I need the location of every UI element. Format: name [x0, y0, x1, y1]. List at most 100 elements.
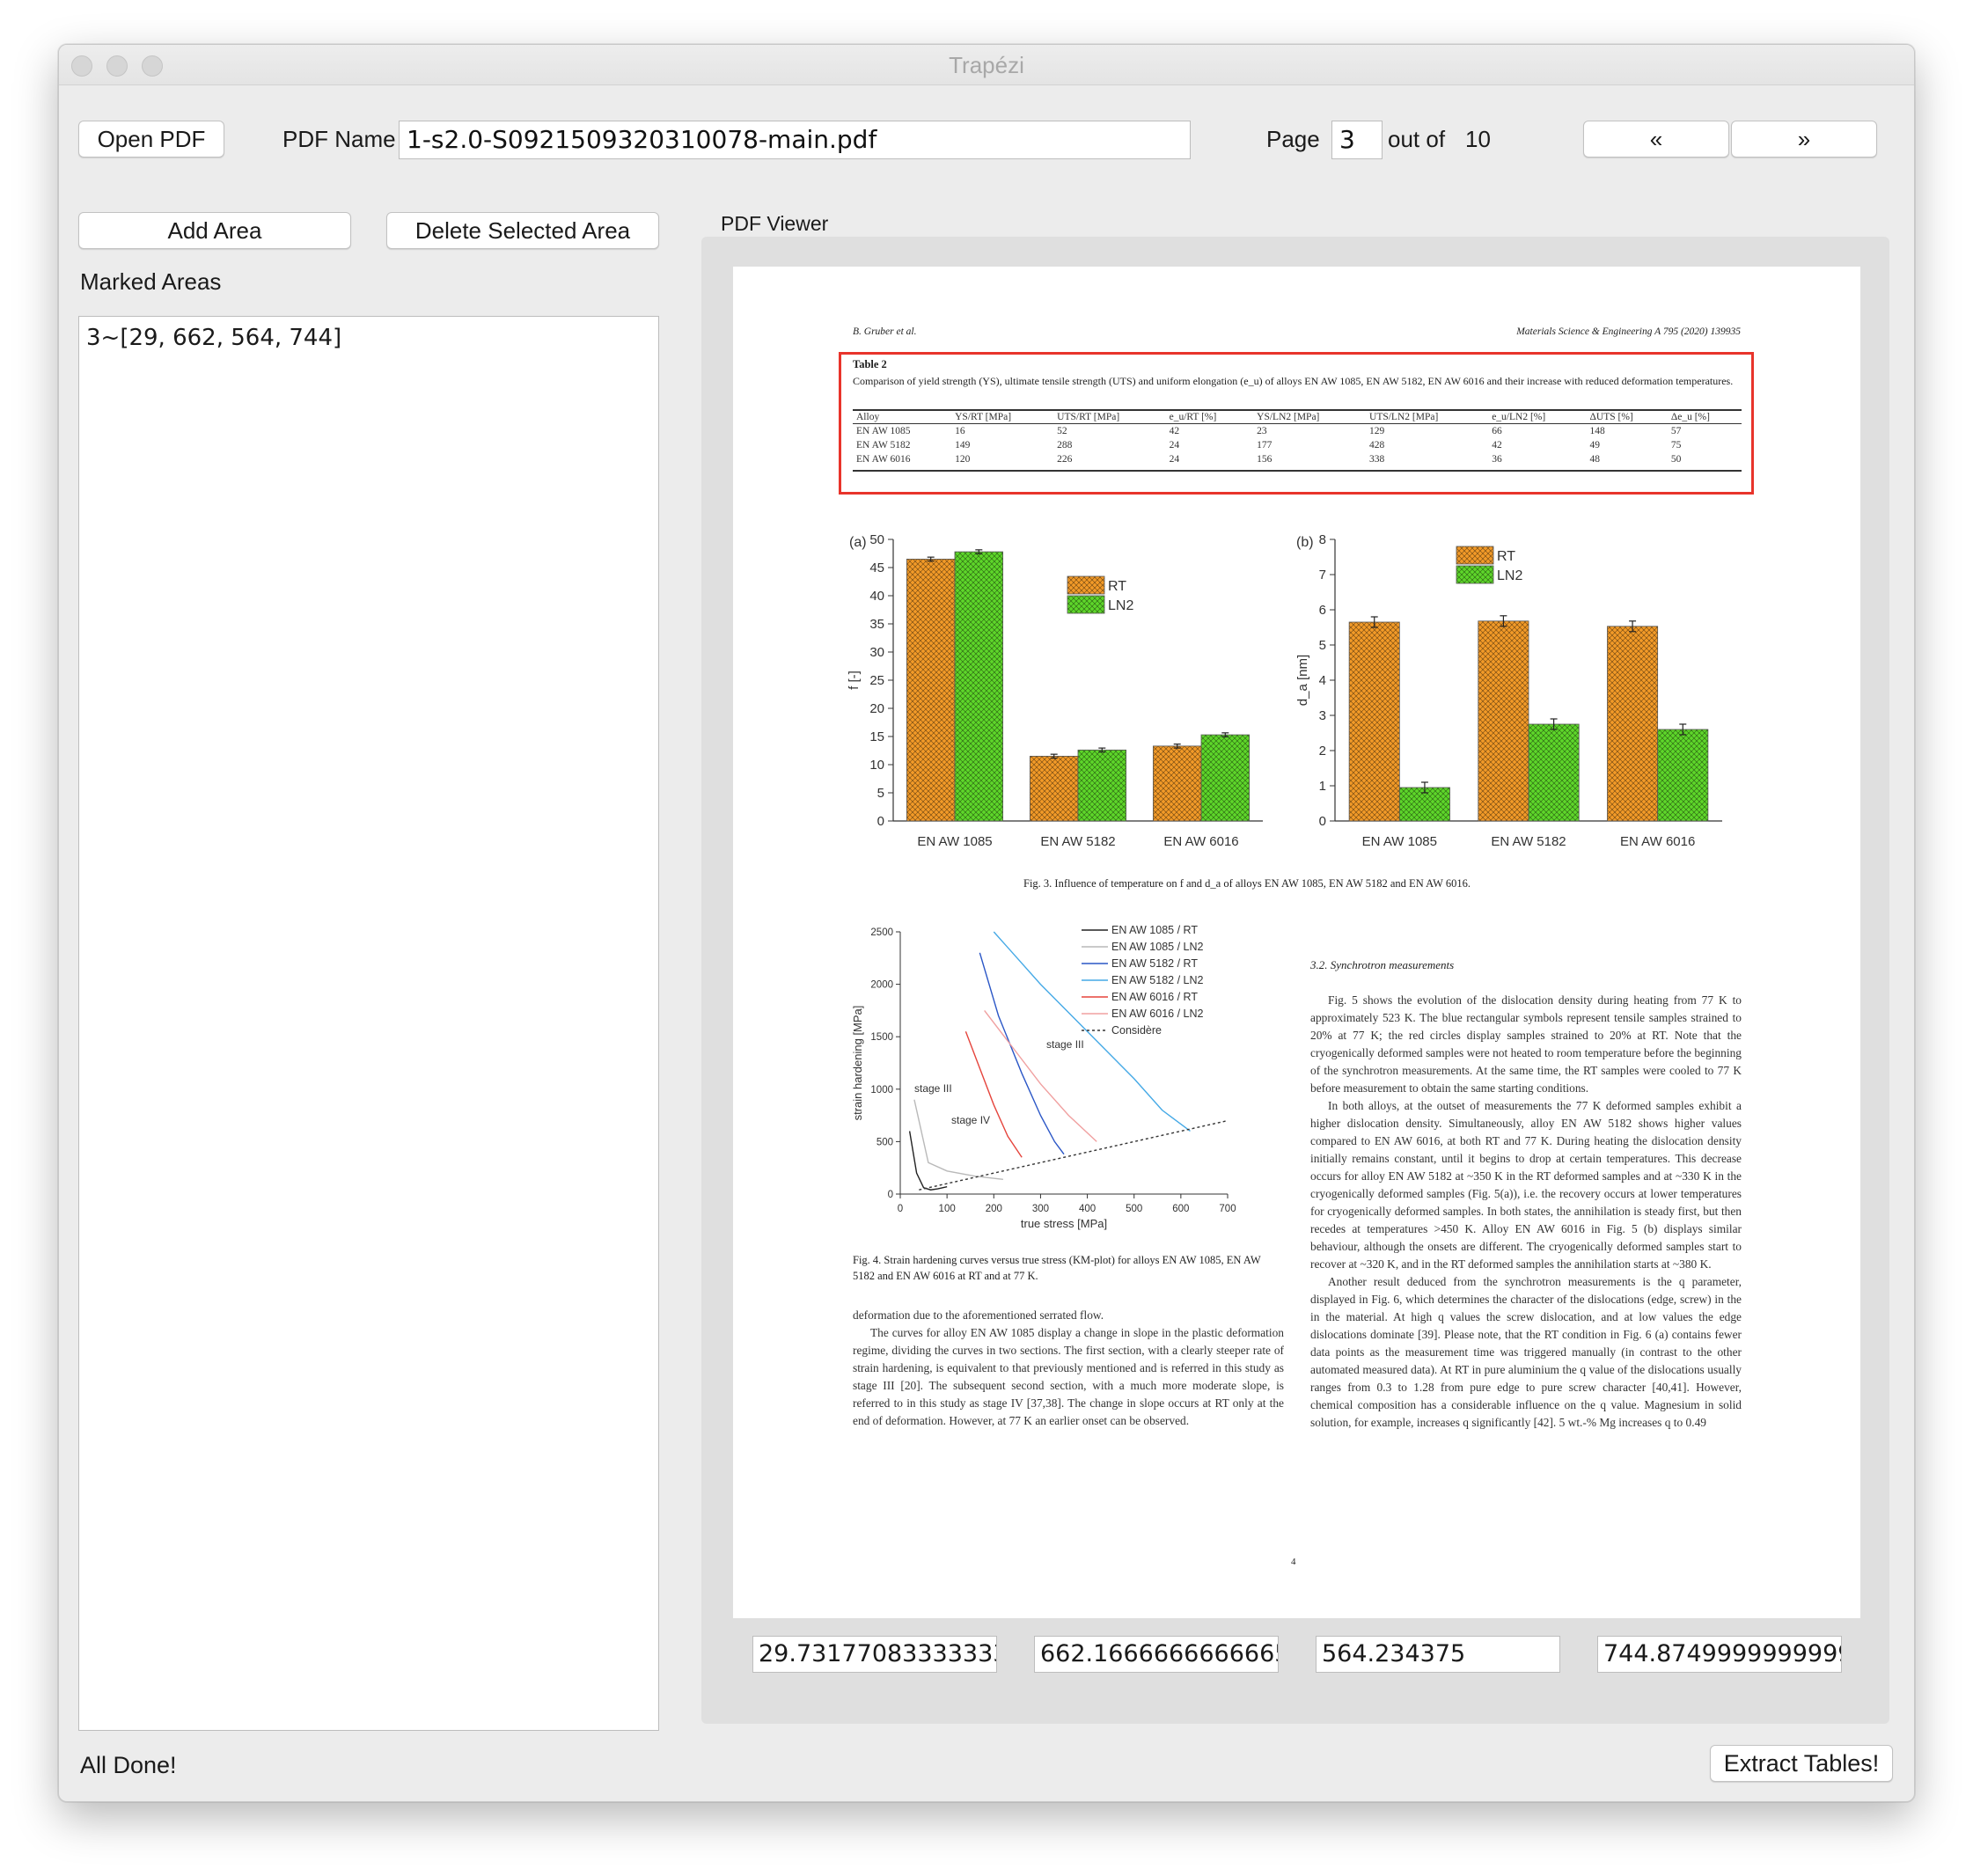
bar-rt: [1607, 626, 1659, 822]
x-tick-label: EN AW 5182: [1040, 834, 1115, 849]
results-table: Alloy YS/RT [MPa] UTS/RT [MPa] e_u/RT [%] YS…: [853, 409, 1742, 472]
legend-label: LN2: [1108, 598, 1133, 613]
add-area-button[interactable]: Add Area: [78, 212, 351, 249]
y-tick-label: 0: [1319, 814, 1326, 829]
y-tick-label: 50: [869, 532, 884, 547]
table-header-cell: YS/LN2 [MPa]: [1253, 409, 1367, 424]
paragraph: Fig. 5 shows the evolution of the disloc…: [1310, 993, 1742, 1095]
zoom-window-button[interactable]: [142, 55, 163, 77]
coord-field-x2[interactable]: 564.234375: [1316, 1636, 1560, 1673]
table-cell: 16: [955, 426, 965, 436]
x-tick-label: EN AW 1085: [917, 834, 992, 849]
status-text: All Done!: [80, 1752, 177, 1778]
legend-label: Considère: [1111, 1024, 1162, 1037]
table-cell: 24: [1169, 440, 1180, 451]
coord-field-y1[interactable]: 662.1666666666665: [1034, 1636, 1279, 1673]
section-title: 3.2. Synchrotron measurements: [1310, 958, 1455, 971]
x-tick-label: 300: [1032, 1204, 1049, 1214]
table-cell: 120: [951, 452, 1054, 472]
x-tick-label: EN AW 6016: [1620, 834, 1695, 849]
y-tick-label: 25: [869, 673, 884, 688]
pdf-name-label: PDF Name: [282, 126, 396, 152]
close-window-button[interactable]: [71, 55, 92, 77]
table-cell: 338: [1366, 452, 1489, 472]
y-tick-label: 2: [1319, 744, 1326, 758]
table-header-cell: Δe_u [%]: [1667, 409, 1742, 424]
app-window: Trapézi Open PDF PDF Name 1-s2.0-S092150…: [58, 44, 1915, 1802]
x-tick-label: 700: [1219, 1204, 1236, 1214]
fig4-caption: Fig. 4. Strain hardening curves versus t…: [853, 1254, 1261, 1282]
table-title: Table 2: [853, 358, 887, 370]
bar-ln2: [1077, 749, 1126, 822]
x-tick-label: 200: [986, 1204, 1002, 1214]
x-tick-label: 100: [939, 1204, 956, 1214]
fig3a-bar-chart: 0 5 10 15 20 25 30 35 40 45 50 f [-] (a) EN AW 1085 EN…: [847, 532, 1263, 849]
fig3b-bar-chart: 0 1 2 3 4 5 6 7 8 d_a [nm] (b) EN AW 1085 EN AW 5182…: [1295, 532, 1722, 849]
table-caption: Comparison of yield strength (YS), ultim…: [853, 375, 1734, 387]
marked-areas-label: Marked Areas: [80, 268, 222, 295]
legend-label: EN AW 1085 / RT: [1111, 924, 1198, 936]
legend-label: RT: [1497, 549, 1515, 564]
table-cell: 49: [1589, 440, 1601, 451]
y-tick-label: 0: [877, 814, 884, 829]
y-tick-label: 8: [1319, 532, 1326, 547]
table-header-cell: e_u/LN2 [%]: [1488, 409, 1587, 424]
table-cell: 288: [1057, 440, 1073, 451]
table-cell: EN AW 5182: [856, 440, 911, 451]
y-tick-label: 5: [877, 786, 884, 801]
marked-areas-list[interactable]: 3~[29, 662, 564, 744]: [78, 316, 659, 1731]
total-pages-value: 10: [1465, 126, 1491, 152]
series-line: [979, 952, 1065, 1155]
delete-selected-area-button[interactable]: Delete Selected Area: [386, 212, 659, 249]
panel-label: (a): [849, 535, 867, 550]
annotation-label: stage III: [914, 1082, 952, 1095]
bar-ln2: [1657, 729, 1709, 822]
table-cell: 23: [1257, 426, 1267, 436]
table-cell: 156: [1253, 452, 1367, 472]
previous-page-button[interactable]: «: [1583, 121, 1729, 158]
table-cell: 177: [1257, 440, 1273, 451]
pdf-viewer-title: PDF Viewer: [721, 212, 829, 235]
table-cell: 75: [1670, 440, 1682, 451]
table-cell: 50: [1667, 452, 1742, 472]
series-line: [908, 1131, 948, 1191]
minimize-window-button[interactable]: [106, 55, 128, 77]
legend-swatch: [1456, 546, 1494, 565]
table-row: EN AW 6016 120 226 24 156 338 36 48 50: [853, 452, 1742, 472]
x-axis-label: true stress [MPa]: [1021, 1217, 1107, 1230]
table-cell: 148: [1589, 426, 1605, 436]
table-cell: 57: [1670, 426, 1682, 436]
list-item[interactable]: 3~[29, 662, 564, 744]: [86, 325, 342, 351]
coord-field-y2[interactable]: 744.8749999999999: [1597, 1636, 1842, 1673]
table-header-cell: UTS/RT [MPa]: [1053, 409, 1166, 424]
legend-label: EN AW 5182 / RT: [1111, 957, 1198, 970]
next-page-button[interactable]: »: [1731, 121, 1877, 158]
table-header-cell: YS/RT [MPa]: [951, 409, 1054, 424]
table-header-cell: e_u/RT [%]: [1165, 409, 1254, 424]
extract-tables-button[interactable]: Extract Tables!: [1710, 1745, 1893, 1782]
pdf-page-canvas[interactable]: B. Gruber et al. Materials Science & Eng…: [733, 267, 1860, 1618]
table-cell: 24: [1165, 452, 1254, 472]
x-tick-label: 600: [1172, 1204, 1189, 1214]
bar-rt: [1152, 745, 1202, 822]
open-pdf-button[interactable]: Open PDF: [78, 121, 224, 158]
coord-field-x1[interactable]: 29.73177083333333: [752, 1636, 997, 1673]
panel-label: (b): [1296, 535, 1314, 550]
legend-label: EN AW 6016 / LN2: [1111, 1008, 1203, 1020]
right-body-text: Fig. 5 shows the evolution of the disloc…: [1310, 992, 1742, 1432]
table-cell: 52: [1057, 426, 1067, 436]
bar-rt: [1348, 621, 1400, 822]
page-number-field[interactable]: 3: [1331, 121, 1383, 159]
y-tick-label: 3: [1319, 708, 1326, 723]
pdf-name-field[interactable]: 1-s2.0-S0921509320310078-main.pdf: [399, 121, 1191, 159]
series-line: [919, 1119, 1229, 1191]
legend-swatch: [1067, 595, 1105, 614]
page-number: 4: [1291, 1557, 1296, 1567]
y-tick-label: 7: [1319, 568, 1326, 583]
paragraph: The curves for alloy EN AW 1085 display …: [853, 1326, 1284, 1427]
y-tick-label: 1000: [870, 1085, 893, 1096]
table-header-cell: ΔUTS [%]: [1586, 409, 1668, 424]
bar-ln2: [954, 551, 1003, 822]
selected-area-rectangle[interactable]: [839, 352, 1754, 495]
title-bar: Trapézi: [59, 45, 1914, 85]
